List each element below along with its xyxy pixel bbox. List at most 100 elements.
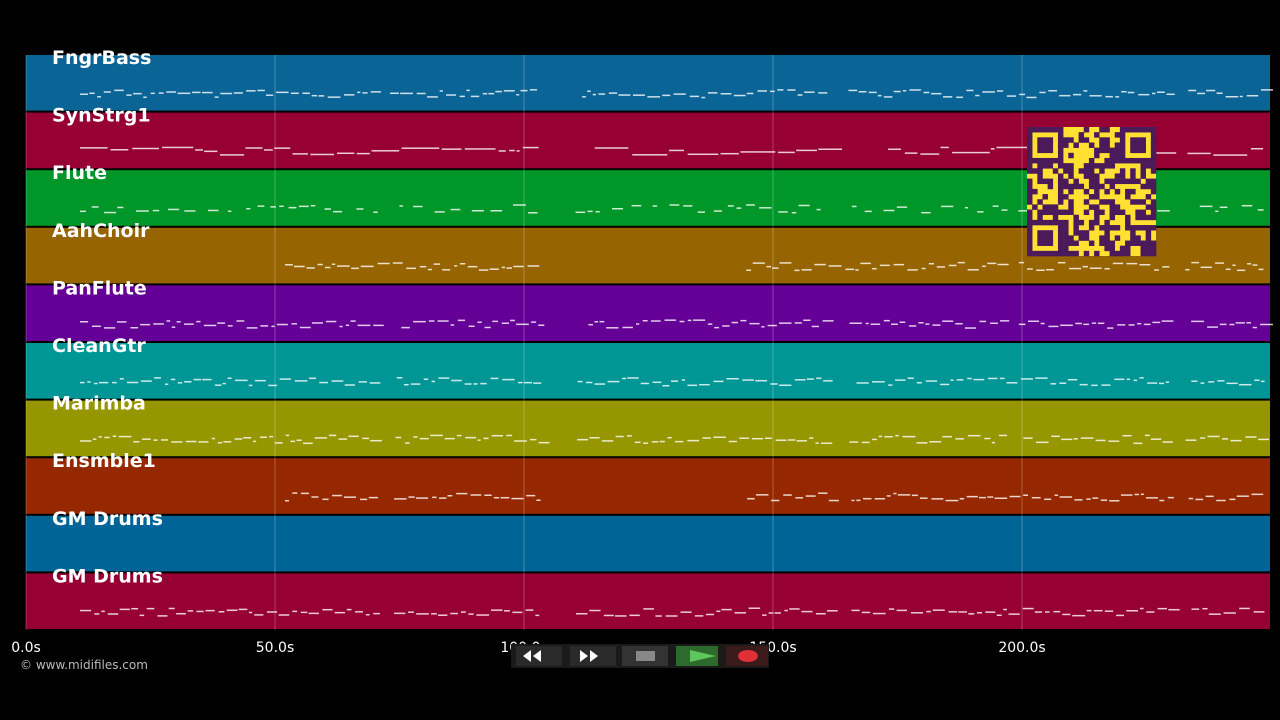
qr-module [1088, 142, 1095, 148]
track-name: Marimba [52, 393, 146, 415]
note [1222, 438, 1228, 440]
qr-module [1037, 235, 1043, 241]
qr-module [1150, 137, 1157, 143]
note [622, 377, 627, 380]
note [665, 615, 678, 617]
qr-module [1042, 219, 1048, 226]
note [538, 441, 550, 444]
qr-module [1109, 183, 1116, 190]
note [184, 323, 194, 325]
track-band [26, 400, 1270, 457]
qr-module [1145, 178, 1152, 185]
note [1150, 438, 1162, 440]
note [357, 324, 371, 327]
qr-module [1027, 137, 1033, 143]
note [1241, 204, 1253, 207]
note [177, 92, 191, 95]
qr-module [1042, 147, 1048, 154]
note [1104, 267, 1110, 270]
note [1257, 209, 1264, 211]
note [650, 320, 661, 322]
qr-module [1125, 219, 1131, 226]
note [238, 608, 248, 611]
note [226, 609, 238, 612]
note [899, 321, 906, 323]
note [1050, 383, 1057, 385]
note [862, 497, 872, 500]
note [491, 434, 503, 437]
note [598, 93, 606, 95]
note [450, 324, 455, 326]
note [345, 324, 350, 327]
forward-button[interactable] [570, 646, 616, 666]
note [787, 439, 796, 441]
note [490, 210, 503, 212]
note [897, 494, 911, 496]
note [1122, 434, 1132, 437]
qr-module [1068, 209, 1074, 216]
note [1023, 494, 1029, 496]
qr-module [1130, 142, 1136, 148]
note [460, 611, 466, 613]
qr-module [1057, 132, 1064, 138]
note [1246, 322, 1251, 324]
note [805, 495, 816, 497]
note [511, 497, 524, 500]
note [331, 380, 344, 382]
note [373, 211, 378, 213]
notes [80, 89, 1274, 617]
qr-module [1109, 240, 1116, 246]
note [778, 151, 795, 154]
note [1134, 493, 1139, 496]
note [203, 324, 217, 327]
note [1166, 93, 1175, 96]
qr-module [1068, 235, 1074, 241]
note [270, 206, 276, 208]
qr-module [1094, 173, 1100, 179]
stop-button[interactable] [622, 646, 668, 666]
note [1115, 96, 1120, 98]
note [902, 90, 907, 92]
qr-module [1027, 199, 1033, 205]
note [956, 379, 964, 381]
note [1060, 324, 1073, 327]
note [681, 379, 686, 381]
note [1126, 610, 1139, 612]
note [720, 93, 732, 95]
play-button[interactable] [676, 646, 718, 666]
qr-module [1119, 250, 1126, 257]
note [91, 325, 101, 328]
qr-module [1150, 132, 1157, 138]
qr-module [1037, 127, 1043, 133]
note [195, 149, 203, 151]
qr-module [1032, 250, 1038, 257]
rewind-button[interactable] [516, 646, 562, 666]
qr-module [1125, 157, 1131, 164]
note [332, 494, 342, 497]
track-name: Flute [52, 162, 107, 184]
note [431, 380, 436, 383]
note [671, 380, 679, 382]
qr-module [1125, 127, 1131, 133]
qr-module [1047, 178, 1054, 185]
note [693, 319, 706, 321]
qr-module [1114, 152, 1121, 159]
note [360, 265, 374, 268]
note [157, 615, 168, 617]
note [1051, 435, 1060, 438]
qr-module [1042, 250, 1048, 257]
note [594, 383, 606, 385]
note [629, 614, 640, 617]
note [1215, 210, 1219, 213]
note [306, 267, 315, 269]
qr-module [1083, 137, 1090, 143]
note [343, 496, 357, 498]
qr-module [1042, 127, 1048, 133]
qr-module [1088, 225, 1095, 231]
note [1040, 322, 1045, 325]
note [856, 499, 861, 502]
note [982, 265, 986, 268]
note [926, 610, 931, 613]
record-button[interactable] [726, 646, 768, 666]
note [1223, 612, 1236, 614]
